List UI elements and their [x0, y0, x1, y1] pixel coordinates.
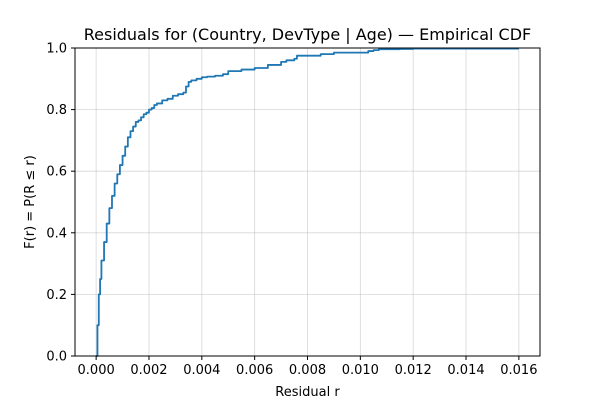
x-tick-label: 0.016 — [500, 363, 537, 378]
x-tick-label: 0.012 — [395, 363, 432, 378]
y-tick-label: 0.4 — [46, 226, 67, 241]
x-axis: 0.000 0.002 0.004 0.006 0.008 0.010 0.012 0.014… — [78, 356, 537, 378]
x-tick-label: 0.010 — [342, 363, 379, 378]
y-tick-label: 0.2 — [46, 288, 67, 303]
x-tick-label: 0.008 — [289, 363, 326, 378]
y-tick-label: 0.0 — [46, 350, 67, 365]
y-tick-label: 0.6 — [46, 165, 67, 180]
x-axis-title: Residual r — [275, 385, 340, 400]
x-tick-label: 0.004 — [183, 363, 220, 378]
chart-title: Residuals for (Country, DevType | Age) —… — [84, 25, 532, 44]
x-tick-label: 0.002 — [130, 363, 167, 378]
ecdf-line — [96, 47, 519, 357]
grid — [75, 47, 540, 357]
y-axis-title: F(r) = P(R ≤ r) — [23, 155, 38, 249]
y-axis: 0.0 0.2 0.4 0.6 0.8 1.0 — [46, 42, 75, 365]
ecdf-series — [96, 47, 519, 357]
y-tick-label: 1.0 — [46, 42, 67, 57]
x-tick-label: 0.000 — [78, 363, 115, 378]
x-tick-label: 0.006 — [236, 363, 273, 378]
y-tick-label: 0.8 — [46, 103, 67, 118]
x-tick-label: 0.014 — [447, 363, 484, 378]
